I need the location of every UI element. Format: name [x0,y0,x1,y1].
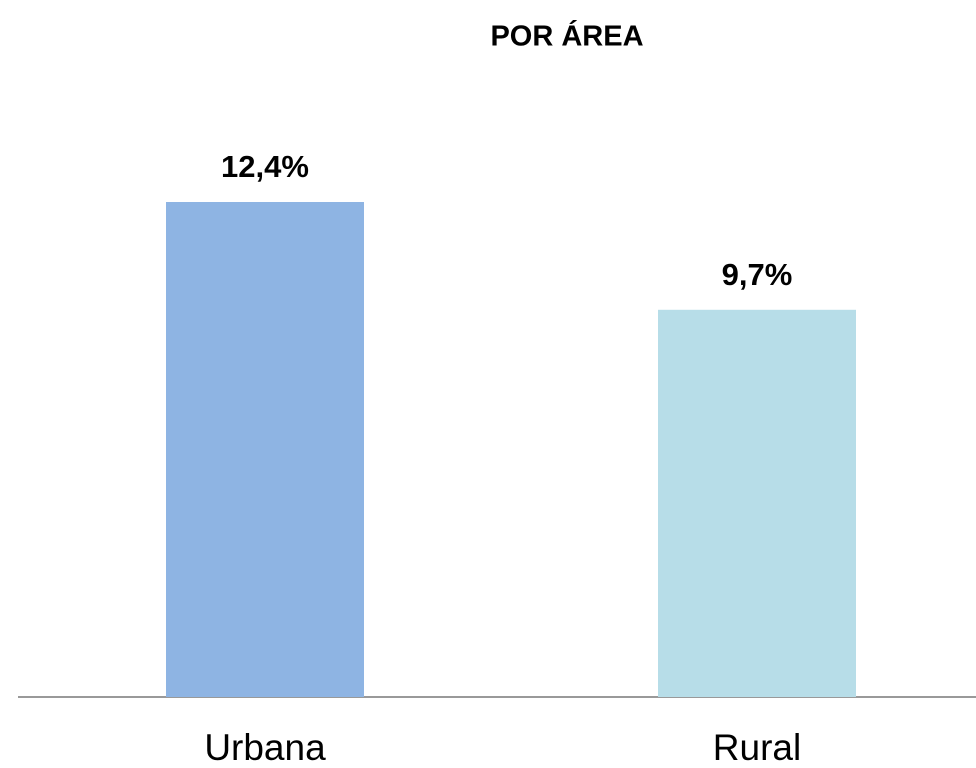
bar [166,202,364,697]
value-label: 12,4% [221,149,309,184]
chart-title: POR ÁREA [490,19,643,53]
x-tick-label: Urbana [204,727,326,768]
bar [658,309,856,697]
x-tick-label: Rural [713,727,801,768]
value-label: 9,7% [722,257,793,292]
